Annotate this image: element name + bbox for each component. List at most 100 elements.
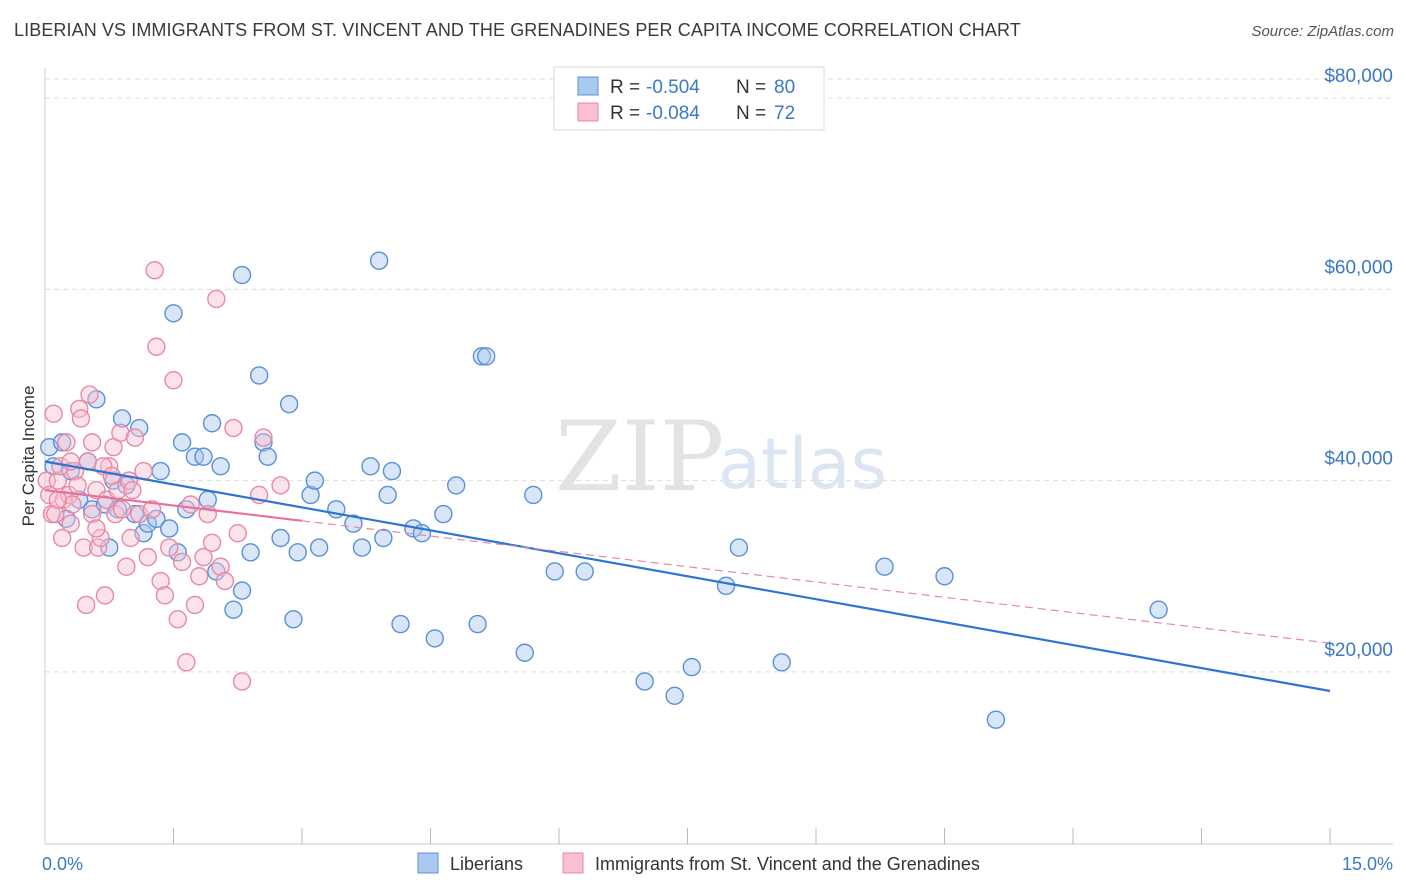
point-immigrants	[155, 586, 175, 605]
point-liberians	[729, 538, 749, 557]
point-immigrants	[232, 672, 252, 691]
point-liberians	[361, 457, 380, 476]
point-liberians	[194, 447, 213, 466]
point-immigrants	[164, 371, 183, 390]
point-liberians	[249, 366, 269, 385]
point-immigrants	[63, 495, 82, 514]
point-immigrants	[189, 567, 209, 586]
point-liberians	[447, 476, 466, 495]
point-immigrants	[111, 423, 130, 443]
point-immigrants	[82, 504, 102, 524]
axes	[44, 68, 1393, 845]
point-immigrants	[87, 519, 106, 538]
point-immigrants	[57, 433, 76, 452]
point-liberians	[52, 433, 72, 452]
point-immigrants	[52, 528, 72, 548]
point-liberians	[271, 528, 290, 548]
watermark-zip: ZIP	[555, 401, 724, 513]
point-immigrants	[48, 490, 68, 509]
legend-r-label-1: R =	[610, 77, 640, 98]
trend-line-immigrants	[44, 489, 303, 522]
watermark-atlas: atlas	[718, 423, 887, 505]
x-tick-labels: 0.0% 15.0%	[42, 854, 1393, 874]
point-liberians	[112, 409, 132, 428]
y-axis-label: Per Capita Income	[19, 386, 38, 527]
point-liberians	[524, 485, 543, 505]
point-immigrants	[76, 595, 96, 615]
point-immigrants	[185, 595, 205, 615]
point-immigrants	[228, 524, 247, 543]
point-liberians	[232, 265, 252, 285]
point-liberians	[258, 447, 277, 466]
point-immigrants	[207, 289, 226, 309]
point-liberians	[434, 504, 453, 524]
point-liberians	[168, 543, 187, 562]
bottom-legend-label-immigrants: Immigrants from St. Vincent and the Gren…	[595, 854, 980, 874]
point-immigrants	[91, 528, 110, 548]
point-immigrants	[211, 557, 230, 576]
x-tick-label: 15.0%	[1342, 854, 1393, 874]
point-liberians	[986, 710, 1006, 729]
point-liberians	[232, 581, 252, 600]
y-tick-label: $80,000	[1324, 66, 1393, 87]
point-liberians	[279, 394, 299, 414]
point-liberians	[284, 610, 303, 629]
point-immigrants	[74, 538, 93, 557]
point-liberians	[224, 600, 243, 619]
point-liberians	[635, 672, 654, 691]
y-tick-label: $40,000	[1324, 449, 1393, 470]
legend-n-label-2: N =	[736, 103, 766, 124]
chart-source: Source: ZipAtlas.com	[1251, 23, 1394, 40]
point-liberians	[202, 414, 222, 433]
point-immigrants	[46, 504, 65, 524]
point-immigrants	[177, 653, 196, 672]
point-liberians	[515, 643, 534, 662]
point-liberians	[374, 528, 393, 548]
point-liberians	[378, 485, 397, 505]
legend-r-value-1: -0.504	[646, 77, 700, 98]
point-liberians	[716, 576, 736, 596]
legend-n-value-2: 72	[774, 103, 795, 124]
point-liberians	[160, 519, 179, 538]
point-immigrants	[254, 428, 273, 447]
legend-swatch-immigrants	[577, 102, 599, 122]
point-immigrants	[224, 418, 243, 438]
point-immigrants	[112, 500, 132, 519]
point-immigrants	[151, 571, 170, 591]
point-liberians	[305, 471, 325, 490]
point-immigrants	[123, 480, 142, 500]
point-liberians	[172, 433, 192, 452]
point-liberians	[545, 562, 564, 581]
point-liberians	[288, 543, 307, 562]
point-immigrants	[125, 428, 145, 447]
legend-box: R = -0.504 N = 80 R = -0.084 N = 72	[553, 66, 825, 131]
point-liberians	[309, 538, 329, 557]
y-tick-labels: $20,000 $40,000 $60,000 $80,000	[1324, 66, 1393, 661]
point-immigrants	[168, 610, 187, 629]
point-immigrants	[142, 500, 162, 519]
point-immigrants	[44, 404, 63, 423]
point-immigrants	[117, 557, 136, 576]
trend-line-liberians	[44, 460, 1331, 693]
point-liberians	[151, 461, 170, 481]
legend-r-label-2: R =	[610, 103, 640, 124]
point-liberians	[147, 509, 166, 529]
x-tick-label: 0.0%	[42, 854, 83, 874]
point-liberians	[665, 686, 684, 705]
point-immigrants	[147, 337, 166, 356]
point-liberians	[1149, 600, 1168, 619]
point-liberians	[472, 347, 492, 366]
legend-n-label-1: N =	[736, 77, 766, 98]
bottom-legend: Liberians Immigrants from St. Vincent an…	[417, 852, 980, 874]
point-liberians	[301, 485, 320, 505]
point-liberians	[382, 461, 402, 481]
point-liberians	[772, 653, 791, 672]
point-immigrants	[145, 261, 164, 280]
point-liberians	[254, 433, 273, 452]
point-immigrants	[271, 476, 290, 495]
point-immigrants	[160, 538, 179, 557]
legend-n-value-1: 80	[774, 77, 795, 98]
point-liberians	[468, 614, 487, 634]
data-points	[37, 251, 1168, 729]
point-immigrants	[95, 586, 115, 605]
